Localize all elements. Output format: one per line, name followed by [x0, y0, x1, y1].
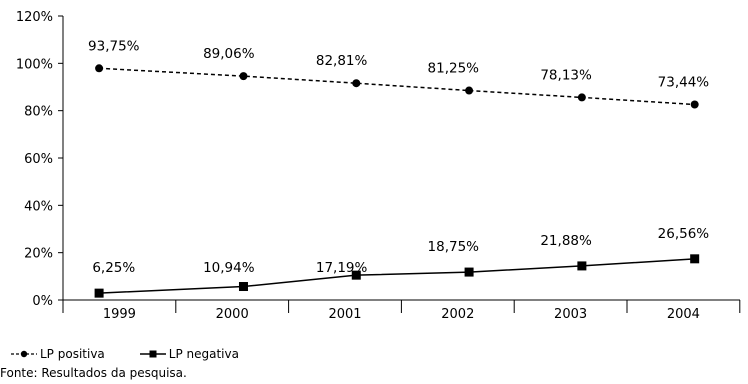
legend-label-lp-positiva: LP positiva: [40, 347, 105, 361]
line-chart: 0% 20% 40% 60% 80% 100% 120% 1999 2000 2001 2002 20…: [16, 10, 741, 322]
y-tick-label: 120%: [16, 10, 53, 25]
x-tick-label: 2001: [328, 307, 361, 322]
legend: LP positiva LP negativa: [10, 347, 239, 361]
legend-item-lp-positiva: LP positiva: [10, 347, 105, 361]
data-label: 10,94%: [203, 260, 255, 276]
series-point-1: [464, 267, 474, 277]
series-point-0: [239, 72, 248, 81]
solid-line-square-icon: [139, 350, 166, 358]
series-line-0: [99, 67, 695, 106]
source-note: Fonte: Resultados da pesquisa.: [0, 366, 187, 380]
x-tick-label: 2004: [667, 307, 700, 322]
series-point-1: [690, 254, 700, 264]
series-point-0: [352, 79, 361, 88]
series-point-0: [690, 100, 699, 109]
series-point-0: [465, 86, 474, 95]
legend-label-lp-negativa: LP negativa: [168, 347, 239, 361]
data-label: 78,13%: [540, 67, 592, 83]
x-tick-label: 1999: [103, 307, 136, 322]
series-point-1: [351, 270, 361, 280]
y-tick-label: 40%: [24, 199, 53, 214]
dashed-line-circle-icon: [11, 350, 37, 358]
axes: 0% 20% 40% 60% 80% 100% 120% 1999 2000 2001 2002 20…: [16, 10, 741, 322]
series-point-0: [577, 93, 586, 102]
y-tick-label: 80%: [24, 105, 53, 120]
x-tick-label: 2002: [441, 307, 474, 322]
data-label: 73,44%: [658, 75, 710, 91]
series-point-0: [95, 64, 104, 73]
series-layer: [94, 64, 700, 298]
series-point-1: [238, 282, 248, 292]
series-point-1: [577, 261, 587, 271]
data-label: 81,25%: [428, 61, 480, 77]
x-tick-label: 2003: [554, 307, 587, 322]
data-label: 21,88%: [540, 233, 592, 249]
data-label: 93,75%: [88, 38, 140, 54]
y-tick-label: 100%: [16, 57, 53, 72]
legend-item-lp-negativa: LP negativa: [139, 347, 239, 361]
data-label: 82,81%: [316, 53, 368, 69]
series-line-1: [99, 258, 695, 294]
x-tick-label: 2000: [216, 307, 249, 322]
y-tick-label: 20%: [24, 247, 53, 262]
data-label: 18,75%: [428, 239, 480, 255]
data-label: 6,25%: [92, 260, 135, 276]
y-tick-label: 0%: [32, 294, 53, 309]
data-label: 26,56%: [658, 226, 710, 242]
data-label: 17,19%: [316, 260, 368, 276]
data-label: 89,06%: [203, 46, 255, 62]
y-tick-label: 60%: [24, 152, 53, 167]
series-point-1: [94, 288, 104, 298]
labels-layer: 93,75% 89,06% 82,81% 81,25% 78,13% 73,44% 6,25…: [88, 38, 709, 276]
